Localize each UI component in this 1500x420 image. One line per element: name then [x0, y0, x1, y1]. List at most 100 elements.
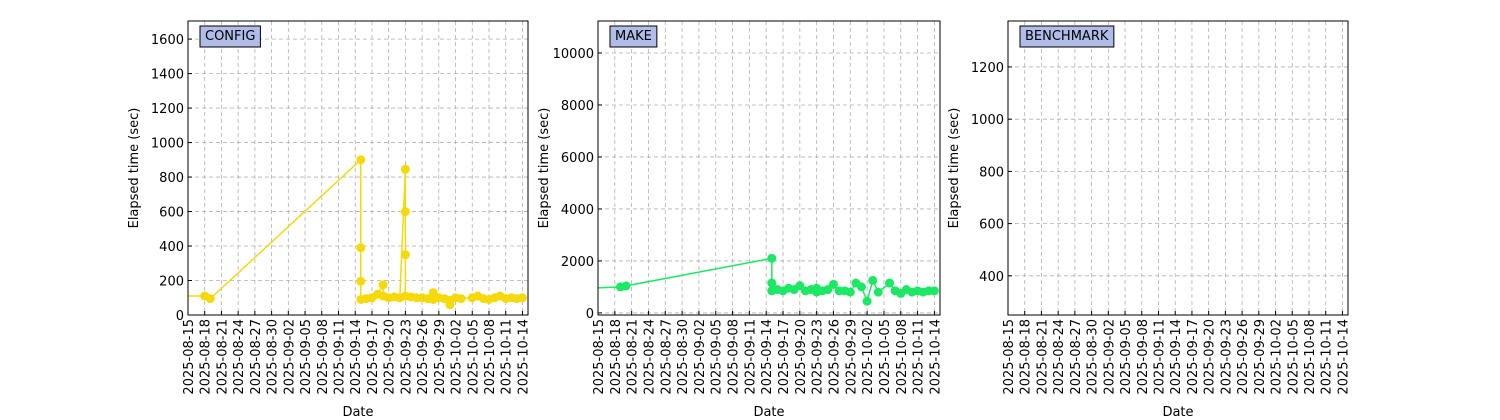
- x-axis-label: Date: [342, 405, 373, 420]
- x-tick-label: 2025-09-26: [416, 319, 431, 395]
- x-tick-label: 2025-08-15: [592, 319, 607, 395]
- x-tick-label: 2025-10-08: [895, 319, 910, 395]
- x-tick-label: 2025-09-29: [1253, 319, 1268, 395]
- x-tick-label: 2025-09-02: [693, 319, 708, 395]
- data-point: [445, 300, 455, 310]
- data-point: [857, 282, 867, 292]
- x-axis-label: Date: [1162, 405, 1193, 420]
- y-tick-label: 4000: [561, 203, 594, 218]
- axes-frame: [597, 20, 941, 316]
- x-tick-label: 2025-09-02: [282, 319, 297, 395]
- x-tick-label: 2025-08-27: [659, 319, 674, 395]
- x-tick-label: 2025-09-17: [366, 319, 381, 395]
- y-tick-label: 800: [159, 171, 184, 186]
- x-tick-label: 2025-09-14: [1169, 319, 1184, 395]
- x-tick-label: 2025-10-14: [1336, 319, 1351, 395]
- x-tick-label: 2025-09-29: [433, 319, 448, 395]
- x-tick-label: 2025-09-14: [349, 319, 364, 395]
- x-tick-label: 2025-10-02: [450, 319, 465, 395]
- y-tick-label: 1000: [151, 137, 184, 152]
- data-point: [517, 293, 527, 303]
- x-tick-label: 2025-10-05: [466, 319, 481, 395]
- panel-title: MAKE: [615, 29, 652, 44]
- x-tick-label: 2025-08-30: [1086, 319, 1101, 395]
- x-tick-label: 2025-10-02: [1270, 319, 1285, 395]
- x-tick-label: 2025-08-27: [1069, 319, 1084, 395]
- data-point: [156, 292, 165, 301]
- x-tick-label: 2025-10-14: [928, 319, 943, 395]
- data-point: [885, 278, 895, 288]
- x-tick-label: 2025-09-11: [1152, 319, 1167, 395]
- x-tick-label: 2025-09-05: [710, 319, 725, 395]
- data-point: [929, 286, 939, 296]
- panel-title: BENCHMARK: [1025, 29, 1109, 44]
- data-point: [456, 294, 466, 304]
- x-tick-label: 2025-10-05: [1286, 319, 1301, 395]
- x-tick-label: 2025-10-14: [516, 319, 531, 395]
- data-point: [621, 281, 631, 291]
- x-tick-label: 2025-09-02: [1102, 319, 1117, 395]
- x-tick-label: 2025-08-18: [199, 319, 214, 395]
- x-tick-label: 2025-08-24: [642, 319, 657, 395]
- y-tick-label: 200: [159, 275, 184, 290]
- x-tick-label: 2025-08-30: [676, 319, 691, 395]
- data-point: [868, 275, 878, 285]
- axes-frame: [1007, 20, 1349, 316]
- x-tick-label: 2025-09-26: [1236, 319, 1251, 395]
- y-tick-label: 400: [159, 240, 184, 255]
- data-point: [400, 164, 410, 174]
- data-line: [188, 158, 523, 307]
- y-tick-label: 6000: [561, 151, 594, 166]
- title-box: [199, 25, 261, 48]
- x-tick-label: 2025-09-11: [743, 319, 758, 395]
- y-tick-label: 2000: [561, 255, 594, 270]
- data-point: [873, 287, 883, 297]
- data-point: [767, 278, 777, 288]
- x-tick-label: 2025-10-02: [861, 319, 876, 395]
- data-point: [356, 243, 366, 253]
- x-tick-label: 2025-08-21: [626, 319, 641, 395]
- x-tick-label: 2025-09-23: [1219, 319, 1234, 395]
- y-axis-label: Elapsed time (sec): [947, 108, 962, 229]
- y-axis-label: Elapsed time (sec): [127, 108, 142, 229]
- axes-frame: [187, 20, 529, 316]
- x-tick-label: 2025-09-23: [811, 319, 826, 395]
- data-point: [828, 279, 838, 289]
- y-tick-label: 0: [176, 309, 184, 324]
- x-tick-label: 2025-08-15: [182, 319, 197, 395]
- x-tick-label: 2025-08-24: [232, 319, 247, 395]
- title-box: [609, 25, 658, 48]
- y-tick-label: 400: [979, 270, 1004, 285]
- x-tick-label: 2025-09-20: [383, 319, 398, 395]
- y-tick-label: 10000: [553, 47, 594, 62]
- panel-title: CONFIG: [205, 29, 255, 44]
- x-tick-label: 2025-09-17: [1186, 319, 1201, 395]
- data-point: [862, 296, 872, 306]
- y-tick-label: 8000: [561, 99, 594, 114]
- x-tick-label: 2025-09-11: [332, 319, 347, 395]
- y-tick-label: 600: [159, 206, 184, 221]
- x-tick-label: 2025-08-27: [249, 319, 264, 395]
- x-tick-label: 2025-08-30: [266, 319, 281, 395]
- data-point: [565, 285, 574, 294]
- x-tick-label: 2025-08-18: [609, 319, 624, 395]
- x-tick-label: 2025-09-17: [777, 319, 792, 395]
- x-tick-label: 2025-10-11: [500, 319, 515, 395]
- x-tick-label: 2025-08-21: [1035, 319, 1050, 395]
- x-tick-label: 2025-09-20: [1203, 319, 1218, 395]
- y-tick-label: 600: [979, 218, 1004, 233]
- x-tick-label: 2025-09-05: [1119, 319, 1134, 395]
- x-tick-label: 2025-09-08: [1136, 319, 1151, 395]
- x-tick-label: 2025-09-29: [844, 319, 859, 395]
- data-point: [845, 287, 855, 297]
- x-tick-label: 2025-09-08: [727, 319, 742, 395]
- y-tick-label: 1200: [151, 102, 184, 117]
- y-tick-label: 1400: [151, 68, 184, 83]
- x-axis-label: Date: [753, 405, 784, 420]
- x-tick-label: 2025-08-21: [215, 319, 230, 395]
- y-axis-label: Elapsed time (sec): [537, 108, 552, 229]
